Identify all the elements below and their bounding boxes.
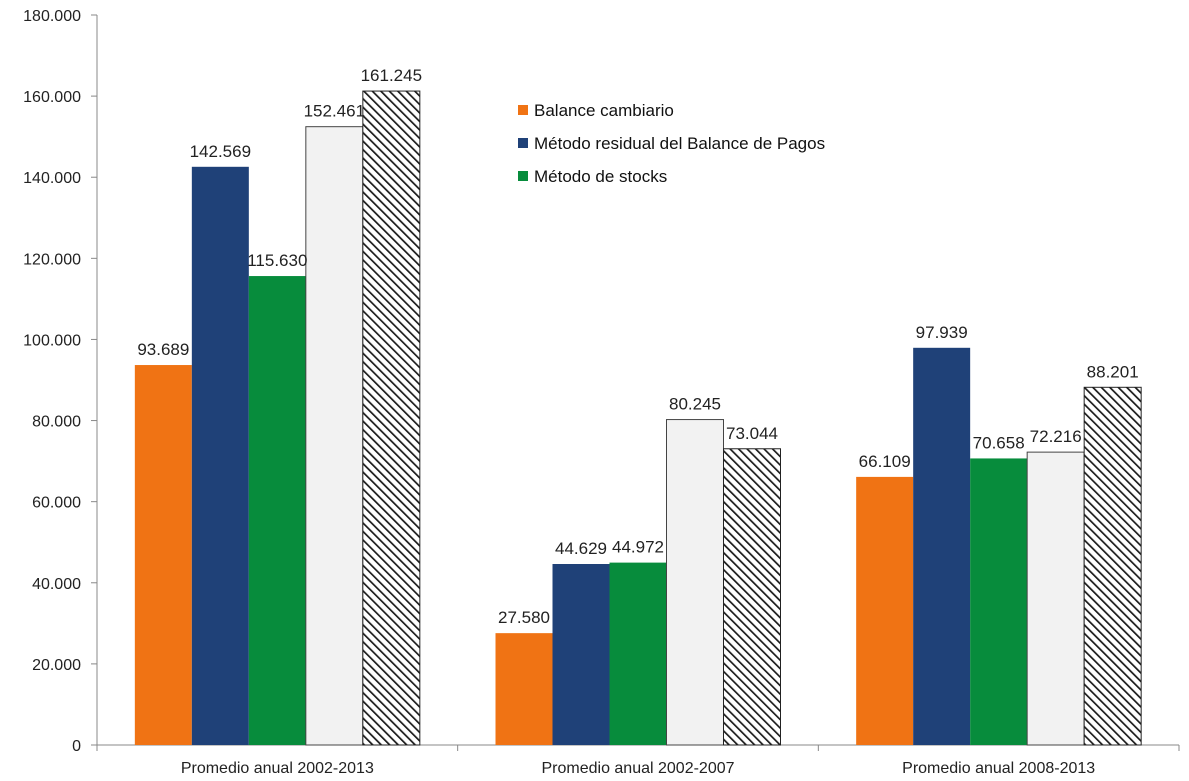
y-tick-label: 100.000	[23, 332, 81, 349]
x-category-label: Promedio anual 2008-2013	[902, 760, 1095, 777]
bar	[609, 562, 667, 745]
bar-data-label: 44.972	[612, 538, 664, 557]
bar	[248, 276, 306, 745]
legend-swatch	[518, 171, 528, 181]
bar	[666, 419, 724, 746]
bar	[970, 458, 1028, 745]
bar	[191, 166, 249, 746]
bar	[362, 90, 421, 746]
y-tick-label: 40.000	[32, 576, 81, 593]
legend-item-balance-cambiario: Balance cambiario	[516, 100, 846, 121]
bar-data-label: 93.689	[137, 340, 189, 359]
bar	[305, 126, 364, 746]
bar-data-label: 44.629	[555, 539, 607, 558]
y-tick-label: 120.000	[23, 251, 81, 268]
bar-data-label: 70.658	[973, 433, 1025, 452]
legend-label: Método residual del Balance de Pagos	[534, 134, 826, 153]
bar-data-label: 88.201	[1087, 362, 1139, 381]
legend-item-metodo-residual: Método residual del Balance de Pagos	[516, 133, 846, 154]
bar	[134, 365, 192, 745]
bar-data-label: 72.216	[1030, 427, 1082, 446]
bar-data-label: 80.245	[669, 395, 721, 414]
bar-data-label: 142.569	[190, 142, 251, 161]
bar	[1083, 386, 1142, 746]
legend-label: Balance cambiario	[534, 101, 674, 120]
y-tick-label: 20.000	[32, 657, 81, 674]
y-tick-label: 0	[72, 738, 81, 755]
x-category-label: Promedio anual 2002-2007	[541, 760, 734, 777]
legend-item-metodo-stocks: Método de stocks	[516, 166, 846, 187]
y-tick-label: 180.000	[23, 8, 81, 25]
y-tick-label: 140.000	[23, 170, 81, 187]
legend-swatch	[518, 105, 528, 115]
bar-data-label: 66.109	[859, 452, 911, 471]
bars	[134, 90, 1142, 746]
bar	[552, 564, 610, 745]
bar	[495, 633, 553, 745]
y-tick-label: 60.000	[32, 495, 81, 512]
legend: Balance cambiario Método residual del Ba…	[516, 100, 846, 199]
bar-data-label: 97.939	[916, 323, 968, 342]
bar	[1026, 451, 1085, 746]
bar-data-label: 73.044	[726, 424, 778, 443]
axes: 0 20.000 40.000 60.000 80.000 100.000 120.000 1…	[23, 8, 1180, 777]
x-category-label: Promedio anual 2002-2013	[181, 760, 374, 777]
legend-label: Método de stocks	[534, 167, 668, 186]
bar-data-label: 152.461	[304, 102, 365, 121]
bar	[723, 448, 781, 746]
y-tick-label: 160.000	[23, 89, 81, 106]
legend-swatch	[518, 138, 528, 148]
data-labels: 93.689 142.569 115.630 152.461 161.245 27.580…	[137, 66, 1138, 627]
y-tick-label: 80.000	[32, 414, 81, 431]
bar	[913, 347, 971, 745]
bar-data-label: 161.245	[361, 66, 422, 85]
bar	[856, 476, 914, 745]
bar-data-label: 27.580	[498, 608, 550, 627]
bar-data-label: 115.630	[247, 251, 307, 270]
